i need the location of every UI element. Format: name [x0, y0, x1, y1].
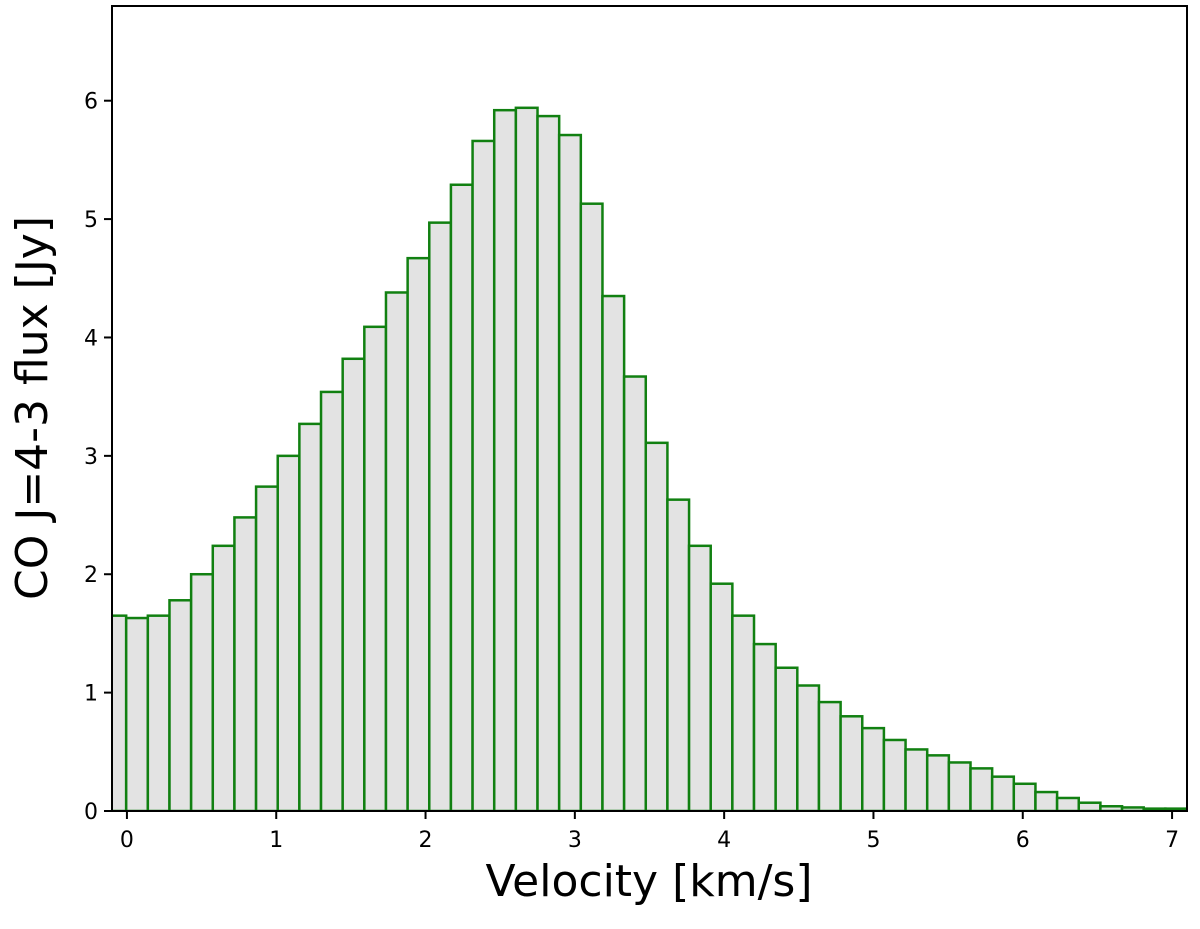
plot-frame	[111, 5, 1188, 812]
histogram-bar	[601, 294, 626, 811]
histogram-bar	[861, 726, 886, 811]
histogram-bar	[882, 738, 907, 811]
histogram-bar	[341, 357, 366, 811]
histogram-bar	[112, 614, 128, 811]
histogram-bar	[298, 422, 323, 811]
y-tick-label: 6	[84, 90, 98, 115]
histogram-bar	[1012, 782, 1037, 811]
histogram-bar	[406, 256, 431, 811]
x-tick-label: 5	[866, 828, 880, 853]
histogram-bar	[579, 202, 604, 811]
histogram-bar	[363, 325, 388, 811]
histogram-bar	[233, 516, 258, 811]
histogram-bar	[644, 441, 669, 811]
histogram-bar	[622, 375, 648, 811]
histogram-bar	[449, 183, 474, 811]
histogram-bar	[254, 485, 279, 811]
histogram-bar	[839, 715, 864, 811]
bars-group	[112, 106, 1187, 811]
x-tick-label: 2	[419, 828, 433, 853]
histogram-bar	[774, 666, 799, 811]
histogram-bar	[947, 761, 972, 811]
histogram-bar	[168, 599, 193, 811]
histogram-bar	[1034, 790, 1059, 811]
histogram-bar	[1055, 796, 1081, 811]
y-tick-label: 2	[84, 563, 98, 588]
histogram-bar	[276, 454, 301, 811]
histogram-bar	[557, 133, 583, 811]
histogram-bar	[124, 616, 150, 811]
y-axis-title: CO J=4-3 flux [Jy]	[7, 216, 58, 600]
y-tick-label: 1	[84, 682, 98, 707]
histogram-bar	[514, 106, 539, 811]
histogram-bar	[319, 390, 344, 811]
x-tick-label: 3	[568, 828, 582, 853]
x-axis-title: Velocity [km/s]	[485, 856, 812, 907]
histogram-bar	[428, 221, 453, 811]
x-tick-label: 7	[1165, 828, 1179, 853]
histogram-bar	[189, 572, 215, 811]
histogram-bar	[1077, 801, 1102, 811]
y-tick-label: 3	[84, 445, 98, 470]
histogram-bar	[471, 139, 496, 811]
histogram-bar	[687, 544, 712, 811]
histogram-bar	[925, 754, 951, 811]
y-axis-ticks: 0 1 2 3 4 5 6	[84, 90, 112, 825]
y-tick-label: 5	[84, 208, 98, 233]
histogram-bar	[990, 775, 1016, 811]
histogram-bar	[709, 582, 734, 811]
x-axis-ticks: 0 1 2 3 4 5 6 7	[120, 811, 1179, 853]
y-tick-label: 0	[84, 800, 98, 825]
histogram-bar	[384, 291, 409, 811]
x-tick-label: 1	[269, 828, 283, 853]
histogram-bar	[817, 700, 842, 811]
histogram-bar	[904, 748, 929, 811]
histogram-bar	[536, 114, 561, 811]
histogram-bar	[969, 767, 994, 811]
histogram-bar	[492, 108, 518, 811]
x-tick-label: 6	[1016, 828, 1030, 853]
histogram-bar	[752, 642, 777, 811]
histogram-bar	[211, 544, 236, 811]
histogram-bar	[796, 684, 821, 811]
histogram-bar	[146, 614, 171, 811]
y-tick-label: 4	[84, 326, 98, 351]
x-tick-label: 4	[717, 828, 731, 853]
x-tick-label: 0	[120, 828, 134, 853]
histogram-bar	[666, 498, 691, 811]
histogram-bar	[731, 614, 756, 811]
